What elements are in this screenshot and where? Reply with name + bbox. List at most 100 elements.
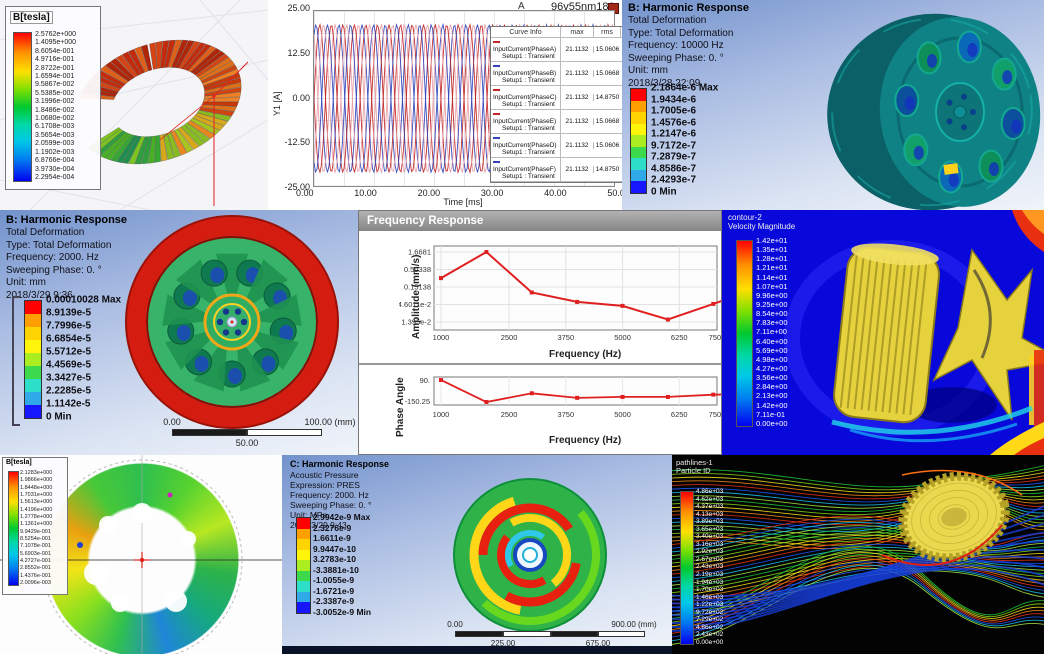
colorbar-band	[297, 591, 310, 602]
colorbar-band	[631, 89, 646, 101]
curve-rms: 15.0606	[595, 46, 620, 53]
colorbar-band	[631, 123, 646, 135]
result-title: B: Harmonic Response	[6, 214, 128, 226]
colorbar-value: 6.6854e-5	[46, 333, 92, 345]
colorbar-value: 6.40e+00	[756, 336, 788, 346]
colorbar-value: 1.21e+01	[756, 263, 788, 273]
svg-text:90.: 90.	[420, 376, 430, 385]
colorbar-value: 4.4569e-5	[46, 359, 92, 371]
colorbar-value: 1.9434e-6	[651, 94, 697, 105]
colorbar-value: 9.7172e-7	[651, 140, 697, 151]
colorbar-value: 5.6903e-001	[20, 550, 51, 557]
colorbar-value: 1.22e+03	[696, 601, 724, 609]
colorbar-gradient	[13, 32, 32, 182]
result-line: 2018/3/28 22:09	[628, 77, 701, 89]
colorbar-band	[631, 169, 646, 181]
colorbar-value: 2.9942e-9 Max	[313, 512, 371, 522]
colorbar-value: 0 Min	[46, 411, 72, 423]
colorbar-value: 2.8552e-001	[20, 565, 51, 572]
colorbar-band	[297, 602, 310, 613]
legend-row: InputCurrent(PhaseF) Setup1 : Transient 21…	[491, 158, 622, 182]
svg-text:4.6011e-2: 4.6011e-2	[399, 300, 431, 309]
colorbar-value: 8.6054e-001	[35, 47, 75, 55]
colorbar-band	[25, 301, 41, 314]
colorbar-value: 1.35e+01	[756, 245, 788, 255]
curve-setup: Setup1 : Transient	[502, 125, 555, 132]
colorbar-value: 3.65e+03	[696, 525, 724, 533]
colorbar-bands	[296, 517, 311, 614]
colorbar-value: 3.89e+03	[696, 518, 724, 526]
colorbar-value: 4.13e+03	[696, 510, 724, 518]
window-titlebar[interactable]: Frequency Response	[359, 211, 721, 231]
colorbar-value: 2.0599e-003	[35, 140, 75, 148]
colorbar-value: 2.67e+03	[696, 555, 724, 563]
curve-swatch	[493, 161, 500, 164]
result-lines: Total Deformation Type: Total Deformation…	[628, 15, 749, 90]
colorbar-value: 1.1142e-5	[46, 398, 91, 410]
colorbar-band	[25, 340, 41, 353]
divider	[359, 363, 721, 365]
svg-text:2500: 2500	[501, 410, 518, 419]
curve-swatch	[493, 113, 500, 116]
colorbar-value: 0 Min	[651, 186, 677, 197]
y-tick: 0.00	[292, 92, 310, 103]
colorbar-value: 9.72e+02	[696, 608, 724, 616]
colorbar-value: 9.96e+00	[756, 290, 788, 300]
colorbar-value: 7.2879e-7	[651, 151, 697, 163]
curve-max: 21.1132	[561, 46, 594, 53]
x-axis-label: Time [ms]	[443, 197, 483, 207]
colorbar-gradient	[736, 240, 753, 427]
colorbar-value: 7.83e+00	[756, 318, 788, 328]
pathlines-header: pathlines-1 Particle ID	[676, 459, 713, 475]
colorbar-values: 0.00010028 Max 8.9139e-5 7.7996e-5 6.6854e-…	[46, 295, 166, 423]
result-text-block: C: Harmonic Response Acoustic Pressure Ex…	[290, 459, 389, 530]
colorbar-value: 0.00e+00	[696, 638, 724, 646]
svg-text:7500: 7500	[709, 410, 722, 419]
colorbar-value: 6.8766e-004	[35, 157, 75, 165]
colorbar-value: 2.43e+03	[696, 563, 724, 571]
colorbar-value: -2.3387e-9	[313, 596, 355, 606]
curve-rms: 15.0668	[595, 118, 620, 125]
result-line: Total Deformation	[628, 15, 707, 26]
svg-text:6250: 6250	[671, 410, 688, 419]
colorbar-value: -3.3881e-10	[313, 564, 359, 575]
y-tick: -12.50	[284, 137, 310, 148]
colorbar-band	[25, 327, 41, 340]
colorbar-value: 5.5385e-002	[35, 89, 75, 97]
colorbar-value: 1.07e+01	[756, 281, 788, 291]
colorbar-value: 4.9716e-001	[35, 56, 75, 64]
svg-text:-150.25: -150.25	[405, 397, 430, 406]
x-tick: 20.00	[417, 188, 441, 198]
curve-max: 21.1132	[561, 118, 594, 125]
colorbar-value: 3.16e+03	[696, 540, 724, 548]
curve-swatch	[493, 41, 500, 44]
colorbar-gradient	[8, 471, 19, 586]
contour-variable: Velocity Magnitude	[728, 222, 796, 231]
phase-x-label: Frequency (Hz)	[549, 435, 622, 446]
panel-maxwell-torus: B[tesla] 2.5762e+000 1.4095e+000 8.6054e-0…	[0, 0, 268, 210]
colorbar-value: 4.27e+00	[756, 363, 788, 373]
curve-legend: Curve Info max rms InputCurrent(PhaseA) S…	[490, 26, 622, 183]
ruler-label-mid: 50.00	[235, 438, 259, 448]
svg-text:3750: 3750	[557, 333, 574, 342]
colorbar-value: 4.8586e-7	[651, 163, 697, 174]
curve-name: InputCurrent(PhaseF)	[493, 166, 556, 173]
colorbar-value: 2.84e+00	[756, 382, 788, 392]
colorbar-value: 3.56e+00	[756, 373, 788, 383]
legend-row: InputCurrent(PhaseC) Setup1 : Transient 21…	[491, 86, 622, 110]
result-text-block: B: Harmonic Response Total Deformation Ty…	[628, 2, 749, 90]
colorbar-value: 1.94e+03	[696, 578, 724, 586]
colorbar-value: 4.98e+00	[756, 354, 788, 364]
x-axis-ticks: 0.00 10.00 20.00 30.00 40.00 50.00	[296, 188, 622, 198]
colorbar-value: 1.42e+00	[756, 400, 788, 410]
colorbar-value: 2.13e+00	[756, 391, 788, 401]
ruler-segment-white	[247, 429, 322, 436]
curve-swatch	[493, 65, 500, 68]
colorbar-value: 3.5654e-003	[35, 131, 75, 139]
flywheel-front-view	[125, 215, 339, 429]
ruler-segment	[551, 631, 598, 637]
ruler-segment	[455, 631, 503, 637]
colorbar-value: 1.7031e+000	[20, 491, 53, 498]
ruler-label-right: 100.00 (mm)	[304, 417, 356, 427]
colorbar-value: 1.6594e-001	[35, 73, 75, 81]
